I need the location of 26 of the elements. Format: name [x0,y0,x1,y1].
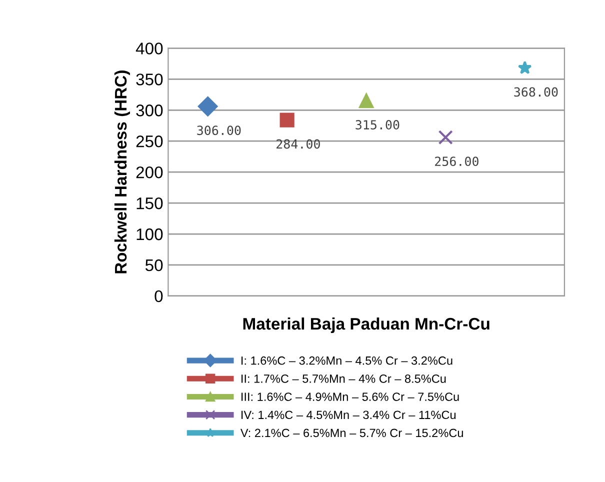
data-label: 315.00 [356,120,400,130]
y-tick-label: 200 [136,166,163,178]
legend-label: IV: 1.4%C – 4.5%Mn – 3.4% Cr – 11%Cu [242,410,456,420]
point [198,96,218,116]
legend-label: I: 1.6%C – 3.2%Mn – 4.5% Cr – 3.2%Cu [242,356,452,365]
x-axis-title: Material Baja Paduan Mn-Cr-Cu [243,317,490,334]
data-label: 284.00 [276,139,320,149]
y-tick-label: 250 [136,136,163,148]
data-label: 368.00 [514,87,558,97]
point [438,130,453,145]
point [518,60,532,74]
y-tick-label: 0 [154,290,163,302]
data-label: 306.00 [197,126,241,136]
legend-label: V: 2.1%C – 6.5%Mn – 5.7% Cr – 15.2%Cu [240,428,463,438]
y-tick-label: 300 [136,104,163,116]
legend-label: II: 1.7%C – 5.7%Mn – 4% Cr – 8.5%Cu [242,374,446,383]
y-tick-label: 100 [136,228,163,240]
y-tick-label: 50 [145,259,163,272]
point [280,112,294,128]
y-axis-title: Rockwell Hardness (HRC) [114,70,130,274]
y-tick-label: 400 [136,42,163,54]
y-tick-label: 150 [136,197,163,210]
legend-label: III: 1.6%C – 4.9%Mn – 5.6% Cr – 7.5%Cu [242,392,459,401]
y-tick-label: 350 [136,74,163,86]
data-label: 256.00 [435,156,478,166]
point [359,94,374,108]
